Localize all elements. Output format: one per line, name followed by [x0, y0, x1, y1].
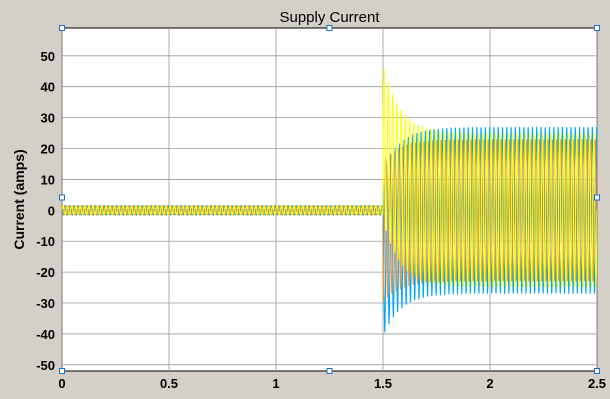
resize-handle-5[interactable]	[59, 368, 65, 374]
y-tick-label-3: -20	[36, 265, 55, 280]
x-tick-label-3: 1.5	[374, 376, 392, 391]
x-tick-label-5: 2.5	[588, 376, 606, 391]
series-layer	[62, 69, 597, 333]
resize-handle-7[interactable]	[594, 368, 600, 374]
y-tick-label-6: 10	[41, 172, 55, 187]
resize-handle-4[interactable]	[594, 194, 600, 201]
series-line-2	[62, 138, 597, 303]
series-line-1	[62, 126, 597, 333]
y-tick-label-7: 20	[41, 142, 55, 157]
resize-handle-1[interactable]	[326, 25, 333, 31]
resize-handle-3[interactable]	[59, 194, 65, 201]
x-tick-label-0: 0	[58, 376, 65, 391]
resize-handles	[59, 25, 600, 374]
y-tick-label-4: -10	[36, 234, 55, 249]
x-tick-label-2: 1	[272, 376, 279, 391]
y-tick-label-2: -30	[36, 296, 55, 311]
y-tick-label-8: 30	[41, 111, 55, 126]
x-tick-label-4: 2	[486, 376, 493, 391]
x-tick-label-1: 0.5	[160, 376, 178, 391]
y-tick-label-10: 50	[41, 49, 55, 64]
y-tick-label-0: -50	[36, 358, 55, 373]
y-tick-label-9: 40	[41, 80, 55, 95]
resize-handle-6[interactable]	[326, 368, 333, 374]
y-tick-label-5: 0	[48, 203, 55, 218]
tick-labels: 0 0.5 1 1.5 2 2.5 -50 -40 -30 -20 -10 0 10 20 30 40 50	[36, 49, 606, 391]
series-line-0	[62, 69, 597, 288]
resize-handle-0[interactable]	[59, 25, 65, 31]
resize-handle-2[interactable]	[594, 25, 600, 31]
y-tick-label-1: -40	[36, 327, 55, 342]
grid-lines	[61, 28, 598, 371]
chart-title: Supply Current	[279, 9, 380, 26]
y-axis-label: Current (amps)	[11, 149, 27, 249]
